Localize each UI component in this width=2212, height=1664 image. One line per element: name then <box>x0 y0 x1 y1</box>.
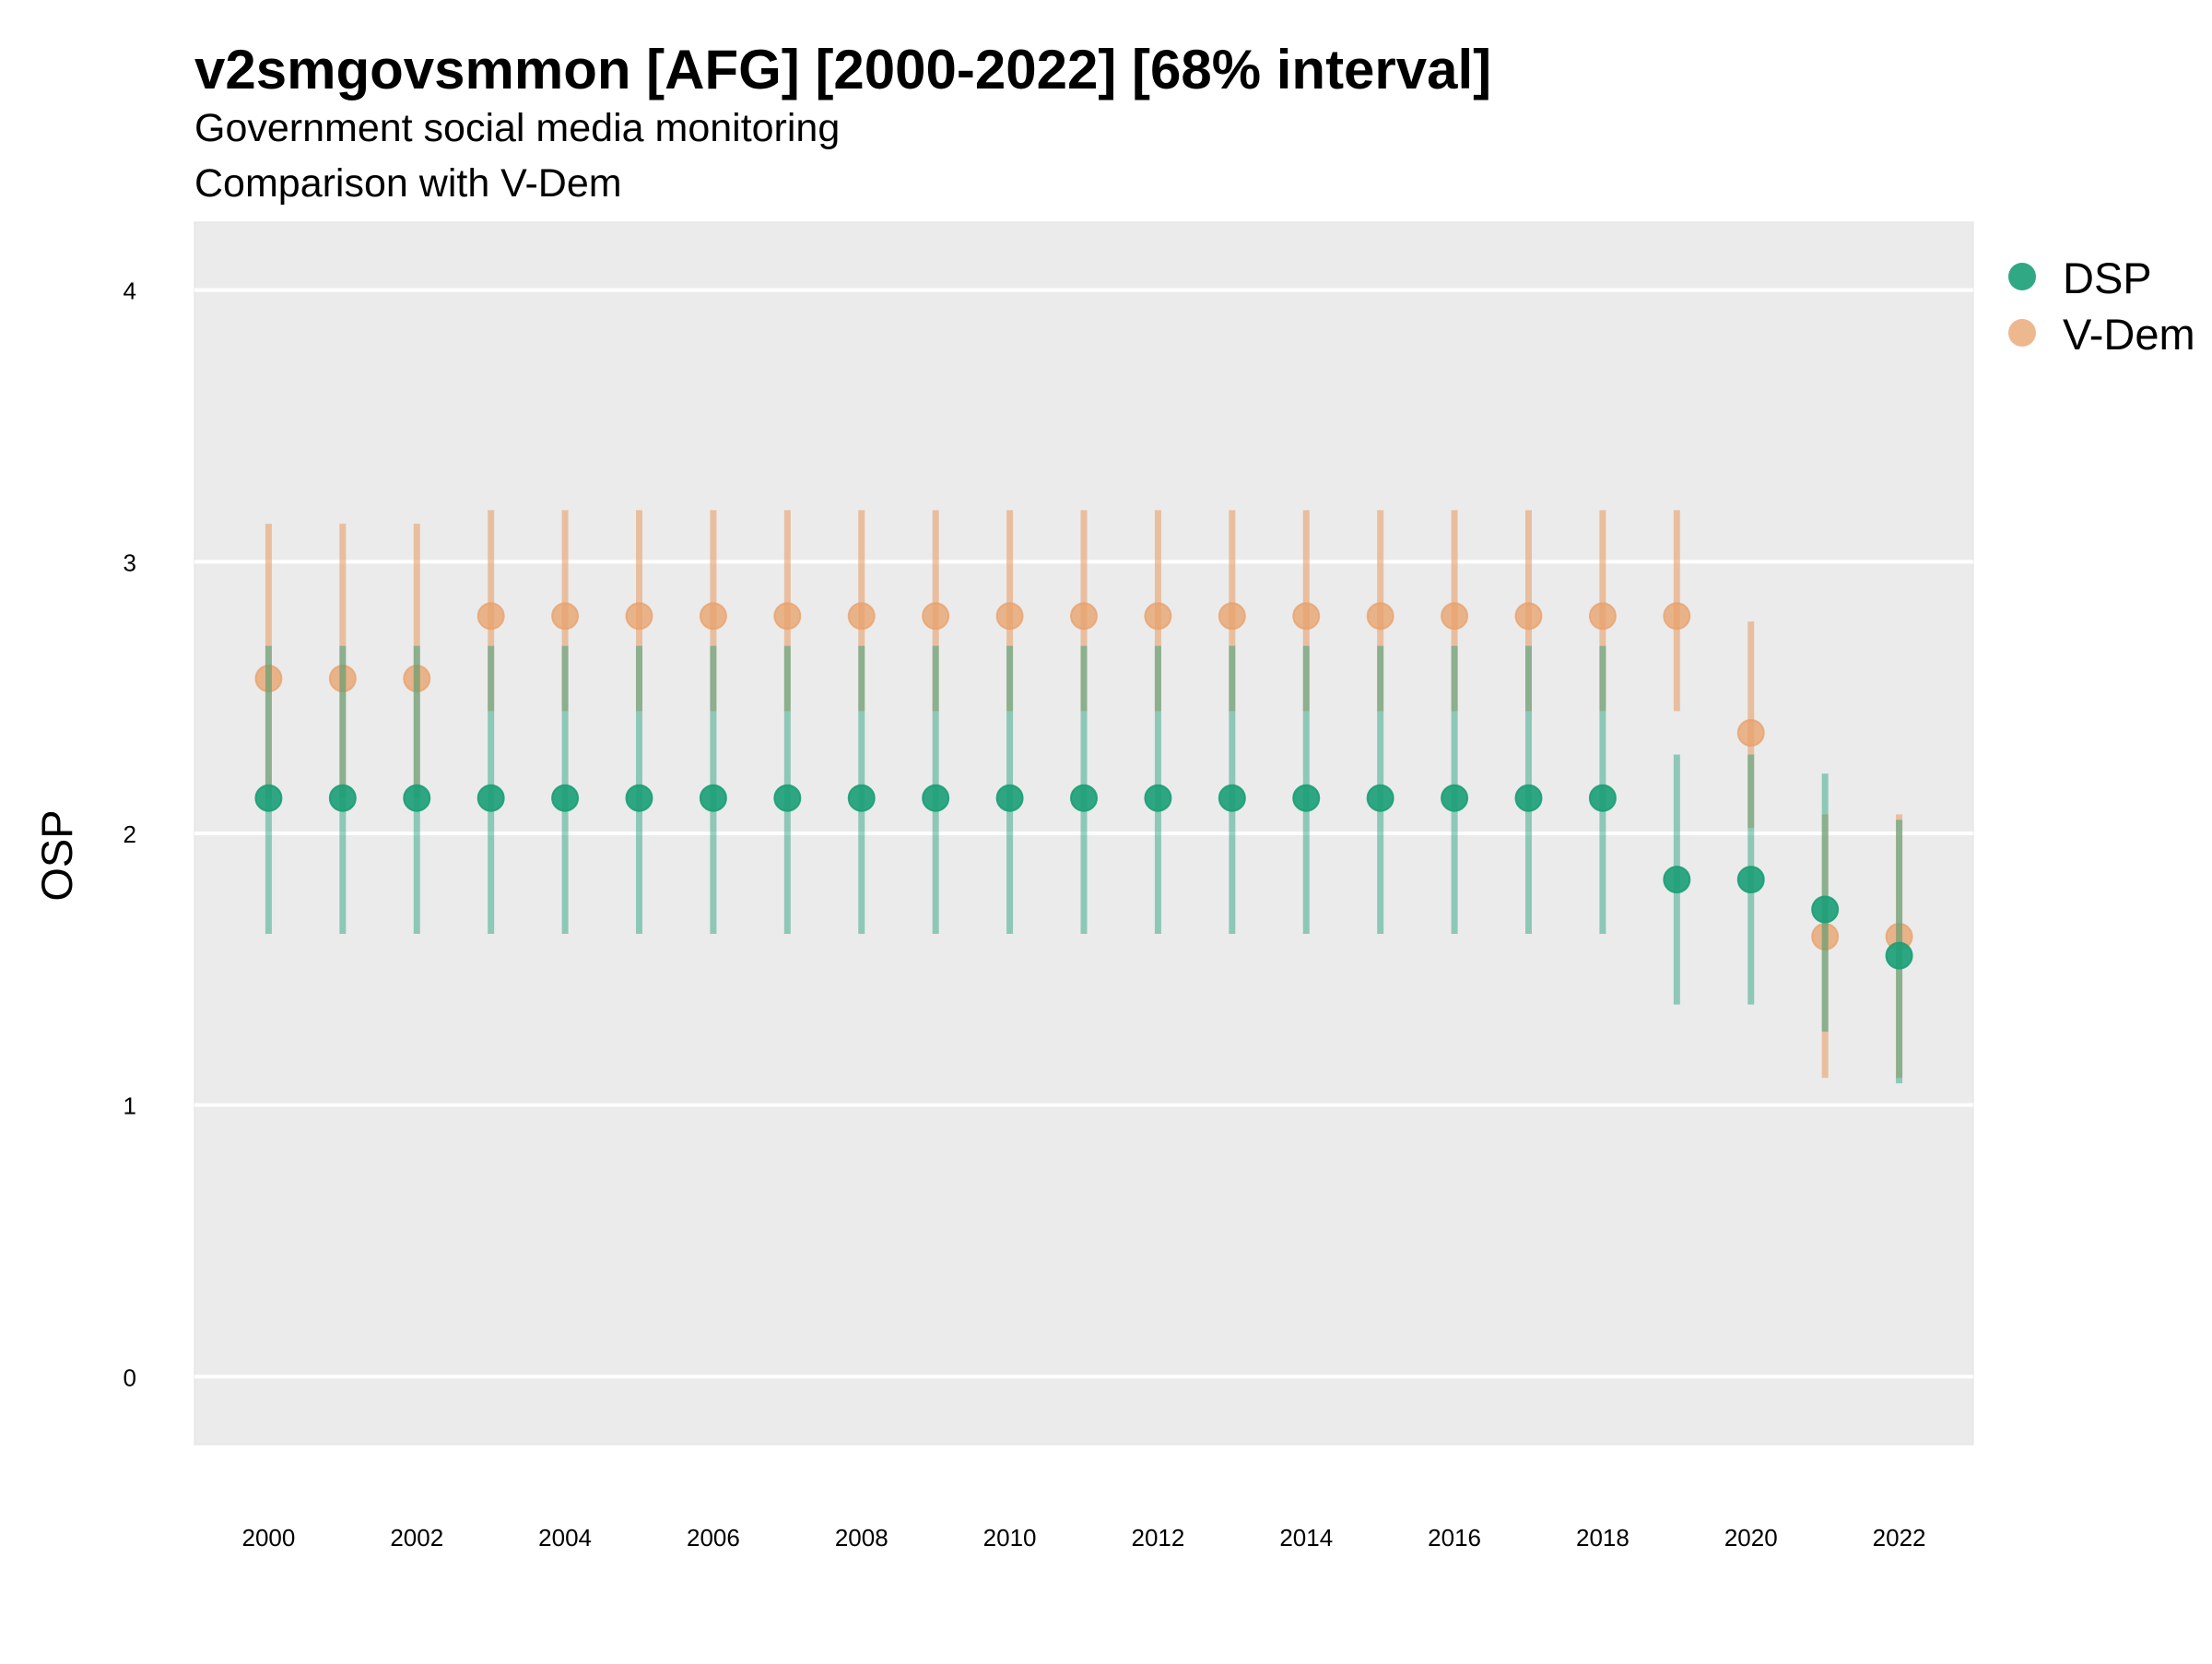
point-vdem <box>1441 602 1469 631</box>
x-tick-label: 2014 <box>1279 1524 1333 1552</box>
point-vdem <box>847 602 876 631</box>
point-vdem <box>1811 922 1840 950</box>
point-vdem <box>403 665 431 693</box>
point-dsp <box>847 784 876 812</box>
point-dsp <box>1811 895 1840 924</box>
point-vdem <box>922 602 950 631</box>
y-tick-label: 2 <box>124 820 136 848</box>
point-vdem <box>328 665 357 693</box>
x-tick-label: 2006 <box>687 1524 740 1552</box>
point-dsp <box>773 784 802 812</box>
point-dsp <box>1366 784 1394 812</box>
legend-marker-dsp <box>2008 263 2036 290</box>
point-vdem <box>254 665 283 693</box>
y-tick-label: 0 <box>124 1363 136 1391</box>
legend: DSP V-Dem <box>2008 254 2195 359</box>
y-axis-label: OSP <box>32 809 81 901</box>
point-vdem <box>1144 602 1172 631</box>
y-tick-label: 1 <box>124 1092 136 1120</box>
point-vdem <box>699 602 727 631</box>
point-dsp <box>699 784 727 812</box>
legend-marker-vdem <box>2008 319 2036 347</box>
point-dsp <box>1663 866 1691 894</box>
x-tick-label: 2008 <box>835 1524 888 1552</box>
point-dsp <box>1514 784 1543 812</box>
x-tick-label: 2020 <box>1724 1524 1778 1552</box>
series-dsp <box>254 645 1913 1084</box>
point-vdem <box>1292 602 1321 631</box>
point-vdem <box>995 602 1024 631</box>
point-vdem <box>1366 602 1394 631</box>
x-tick-label: 2010 <box>983 1524 1037 1552</box>
y-axis-ticks: 0 1 2 3 4 <box>124 277 136 1392</box>
x-tick-label: 2002 <box>390 1524 443 1552</box>
point-dsp <box>995 784 1024 812</box>
point-vdem <box>625 602 653 631</box>
point-dsp <box>254 784 283 812</box>
x-tick-label: 2018 <box>1576 1524 1630 1552</box>
point-vdem <box>1663 602 1691 631</box>
point-dsp <box>551 784 580 812</box>
point-dsp <box>1144 784 1172 812</box>
grid-lines <box>194 288 1973 1379</box>
point-dsp <box>1885 941 1913 970</box>
chart-caption: Comparison with V-Dem <box>194 161 622 206</box>
x-tick-label: 2004 <box>538 1524 592 1552</box>
point-dsp <box>1441 784 1469 812</box>
x-tick-label: 2012 <box>1131 1524 1184 1552</box>
legend-label-vdem: V-Dem <box>2063 310 2195 359</box>
point-vdem <box>1218 602 1246 631</box>
point-vdem <box>1736 718 1765 747</box>
chart-subtitle: Government social media monitoring <box>194 106 840 150</box>
point-vdem <box>477 602 505 631</box>
point-dsp <box>1292 784 1321 812</box>
point-dsp <box>1736 866 1765 894</box>
series-vdem <box>254 510 1913 1079</box>
point-dsp <box>477 784 505 812</box>
x-tick-label: 2016 <box>1428 1524 1481 1552</box>
point-dsp <box>922 784 950 812</box>
point-dsp <box>328 784 357 812</box>
point-dsp <box>1218 784 1246 812</box>
chart-title: v2smgovsmmon [AFG] [2000-2022] [68% inte… <box>194 39 1491 100</box>
y-tick-label: 4 <box>124 277 136 305</box>
point-dsp <box>625 784 653 812</box>
point-vdem <box>773 602 802 631</box>
point-dsp <box>1588 784 1617 812</box>
point-vdem <box>551 602 580 631</box>
x-axis-ticks: 2000 2002 2004 2006 2008 2010 2012 2014 2016 2018… <box>241 1524 1925 1552</box>
point-vdem <box>1588 602 1617 631</box>
x-tick-label: 2022 <box>1873 1524 1926 1552</box>
y-tick-label: 3 <box>124 549 136 576</box>
point-dsp <box>1070 784 1098 812</box>
point-dsp <box>403 784 431 812</box>
point-vdem <box>1514 602 1543 631</box>
legend-label-dsp: DSP <box>2063 254 2152 302</box>
x-tick-label: 2000 <box>241 1524 295 1552</box>
point-vdem <box>1070 602 1098 631</box>
